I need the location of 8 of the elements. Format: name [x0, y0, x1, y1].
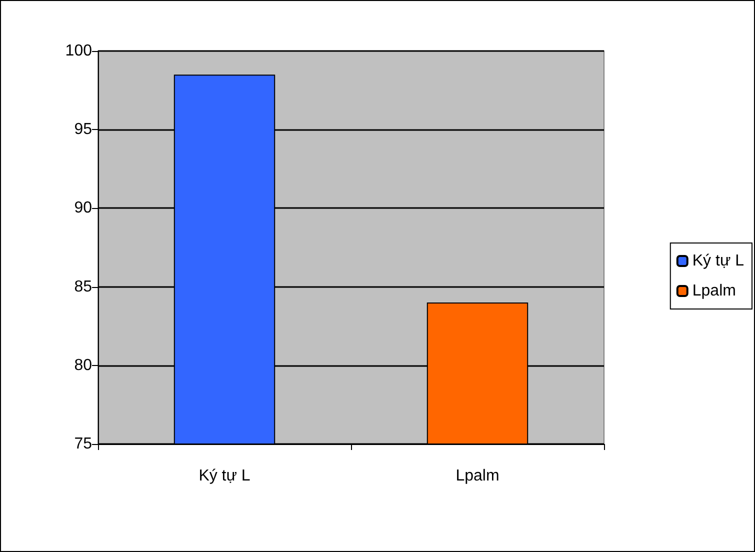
y-tick-label: 100	[65, 42, 92, 60]
y-tick-label: 80	[74, 356, 92, 374]
y-tick-label: 95	[74, 121, 92, 138]
y-tick-label: 85	[74, 278, 92, 296]
legend-label: Ký tự L	[692, 252, 744, 270]
legend-label: Lpalm	[692, 282, 736, 300]
y-tick-label: 90	[74, 200, 92, 217]
y-tick-label: 75	[74, 436, 92, 452]
